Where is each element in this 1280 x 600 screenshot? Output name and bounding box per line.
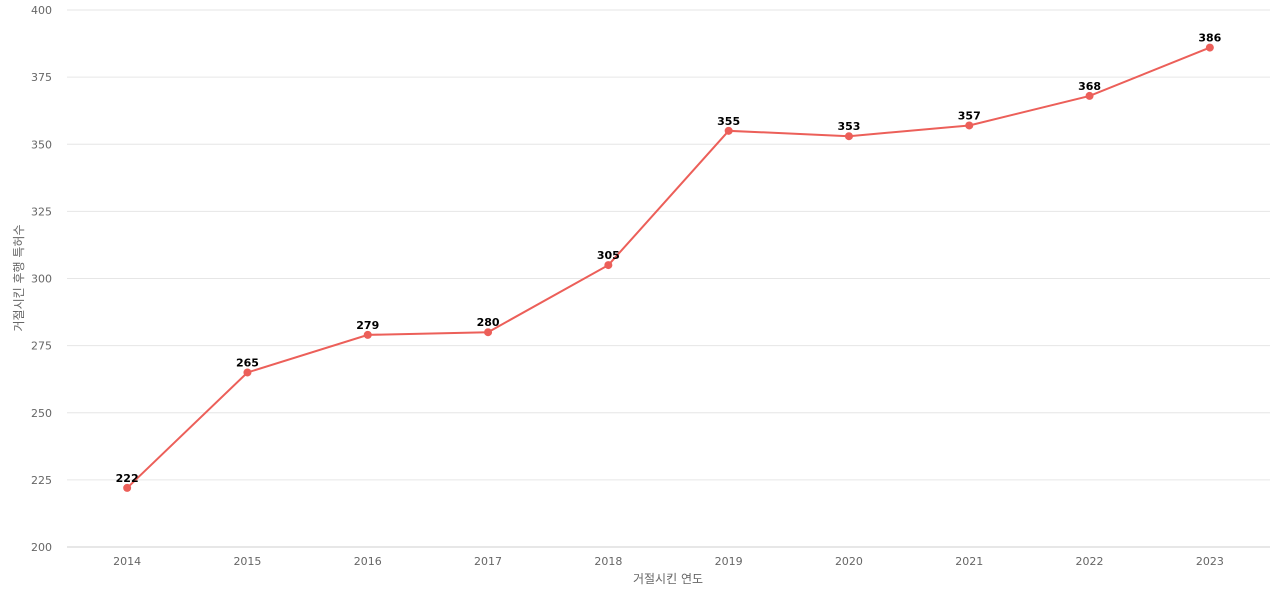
y-axis-title: 거절시킨 후행 특허수 xyxy=(11,225,26,332)
data-label: 222 xyxy=(116,472,139,485)
series-line xyxy=(126,46,1211,489)
data-point xyxy=(1205,43,1214,52)
data-label: 279 xyxy=(356,319,379,332)
data-point xyxy=(604,261,613,270)
x-tick-label: 2014 xyxy=(113,555,141,568)
data-label: 280 xyxy=(477,316,500,329)
data-point xyxy=(844,132,853,141)
data-point xyxy=(363,330,372,339)
y-tick-label: 350 xyxy=(31,138,52,151)
y-tick-label: 200 xyxy=(31,541,52,554)
y-axis-ticks: 200 225 250 275 300 325 350 375 400 xyxy=(31,4,52,554)
y-tick-label: 400 xyxy=(31,4,52,17)
x-axis-title: 거절시킨 연도 xyxy=(633,572,703,586)
y-tick-label: 275 xyxy=(31,340,52,353)
x-tick-label: 2020 xyxy=(835,555,863,568)
x-axis-ticks: 2014 2015 2016 2017 2018 2019 2020 2021 2022 2023 xyxy=(113,555,1224,568)
data-label: 305 xyxy=(597,249,620,262)
data-points xyxy=(123,43,1214,492)
data-label: 357 xyxy=(958,109,981,122)
data-label: 368 xyxy=(1078,80,1101,93)
x-tick-label: 2015 xyxy=(233,555,261,568)
gridlines xyxy=(67,9,1270,548)
data-labels: 222 265 279 280 305 355 353 357 368 386 xyxy=(116,32,1222,485)
data-point xyxy=(965,121,974,130)
data-label: 353 xyxy=(837,120,860,133)
data-label: 355 xyxy=(717,115,740,128)
x-tick-label: 2019 xyxy=(715,555,743,568)
x-tick-label: 2022 xyxy=(1076,555,1104,568)
x-tick-label: 2023 xyxy=(1196,555,1224,568)
y-tick-label: 300 xyxy=(31,273,52,286)
data-point xyxy=(123,483,132,492)
data-point xyxy=(724,126,733,135)
data-label: 386 xyxy=(1198,32,1221,45)
x-tick-label: 2021 xyxy=(955,555,983,568)
data-point xyxy=(484,328,493,337)
data-point xyxy=(1085,91,1094,100)
y-tick-label: 325 xyxy=(31,205,52,218)
y-tick-label: 250 xyxy=(31,407,52,420)
data-label: 265 xyxy=(236,356,259,369)
y-tick-label: 225 xyxy=(31,474,52,487)
x-tick-label: 2018 xyxy=(594,555,622,568)
x-tick-label: 2016 xyxy=(354,555,382,568)
y-tick-label: 375 xyxy=(31,71,52,84)
x-tick-label: 2017 xyxy=(474,555,502,568)
data-point xyxy=(243,368,252,377)
